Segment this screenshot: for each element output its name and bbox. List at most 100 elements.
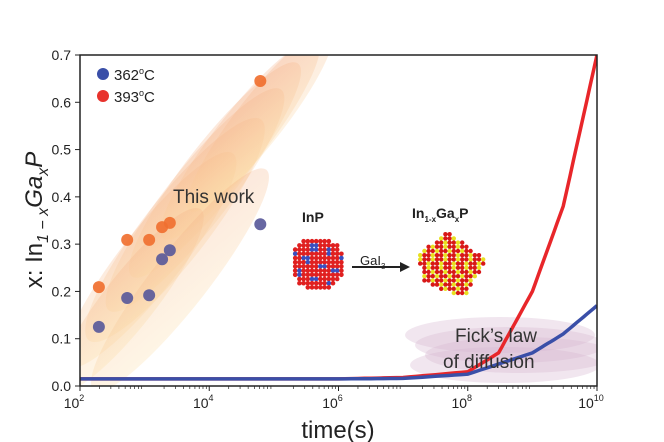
atom xyxy=(472,261,477,266)
atom xyxy=(326,238,332,244)
atom xyxy=(451,236,456,241)
atom xyxy=(447,236,452,241)
atom xyxy=(334,247,340,252)
y-tick-label: 0.3 xyxy=(52,236,72,252)
atom xyxy=(468,253,473,258)
ingap-nanoparticle-image xyxy=(418,232,486,296)
atom xyxy=(468,248,473,254)
atom xyxy=(426,253,431,258)
atom xyxy=(464,274,469,279)
atom xyxy=(318,264,323,269)
atom xyxy=(447,282,452,287)
legend-label-362: 362oC xyxy=(114,66,155,84)
atom xyxy=(430,253,435,258)
atom xyxy=(422,278,427,283)
atom xyxy=(430,261,435,266)
atom xyxy=(443,269,448,275)
atom xyxy=(439,265,444,270)
atom xyxy=(451,248,456,254)
atom xyxy=(305,280,311,286)
atom xyxy=(305,255,311,261)
band-ellipse xyxy=(186,55,334,212)
atom xyxy=(305,238,311,244)
atom xyxy=(334,272,340,278)
y-tick-label: 0.6 xyxy=(52,94,72,110)
atom xyxy=(309,243,315,248)
atom xyxy=(439,269,444,275)
atom xyxy=(301,238,306,244)
atom xyxy=(434,274,440,279)
atom xyxy=(334,243,340,248)
atom xyxy=(430,282,435,287)
x-tick-label: 102 xyxy=(64,393,85,411)
atom xyxy=(464,261,469,266)
atom xyxy=(309,272,315,278)
atom xyxy=(322,285,327,290)
x-tick-label: 1010 xyxy=(578,393,604,411)
atom xyxy=(339,264,344,269)
atom xyxy=(426,244,431,249)
atom xyxy=(301,247,306,252)
atom xyxy=(305,268,311,273)
atom xyxy=(322,280,327,286)
atom xyxy=(426,269,431,275)
atom xyxy=(297,264,302,269)
atom xyxy=(455,240,461,245)
atom xyxy=(430,274,435,279)
atom xyxy=(313,243,319,248)
fick-band-ellipse xyxy=(425,337,597,373)
atom xyxy=(301,280,306,286)
atom xyxy=(309,247,315,252)
atom xyxy=(447,240,452,245)
atom xyxy=(455,290,461,296)
atom xyxy=(426,265,431,270)
atom xyxy=(460,282,465,287)
atom xyxy=(460,278,465,283)
y-tick-label: 0.0 xyxy=(52,378,72,394)
atom xyxy=(305,243,311,248)
legend-marker-393 xyxy=(97,90,109,102)
atom xyxy=(430,248,435,254)
atom xyxy=(326,272,332,278)
atom xyxy=(318,251,323,257)
atom xyxy=(339,259,344,265)
atom xyxy=(318,259,323,265)
atom xyxy=(451,282,456,287)
atom xyxy=(443,282,448,287)
atom xyxy=(447,274,452,279)
atom xyxy=(326,285,332,290)
atom xyxy=(439,286,444,291)
data-point-362 xyxy=(92,320,105,333)
atom xyxy=(468,257,473,262)
atom xyxy=(322,276,327,282)
atom xyxy=(318,243,323,248)
atom xyxy=(447,232,452,237)
atom xyxy=(322,251,327,257)
atom xyxy=(476,253,482,258)
y-tick-label: 0.7 xyxy=(52,47,72,63)
atom xyxy=(426,261,431,266)
atom xyxy=(422,269,427,275)
atom xyxy=(451,278,456,283)
atom xyxy=(309,238,315,244)
atom xyxy=(439,244,444,249)
atom xyxy=(451,261,456,266)
band-ellipse xyxy=(91,168,269,386)
atom xyxy=(434,278,440,283)
atom xyxy=(430,269,435,275)
atom xyxy=(322,272,327,278)
fick-band xyxy=(405,317,597,383)
atom xyxy=(434,269,440,275)
atom xyxy=(313,276,319,282)
data-point-362 xyxy=(254,218,267,231)
atom xyxy=(439,261,444,266)
atom xyxy=(326,264,332,269)
atom xyxy=(313,238,319,244)
atom xyxy=(322,259,327,265)
atom xyxy=(309,259,315,265)
atom xyxy=(476,269,482,275)
atom xyxy=(313,264,319,269)
atom xyxy=(301,268,306,273)
atom xyxy=(460,274,465,279)
